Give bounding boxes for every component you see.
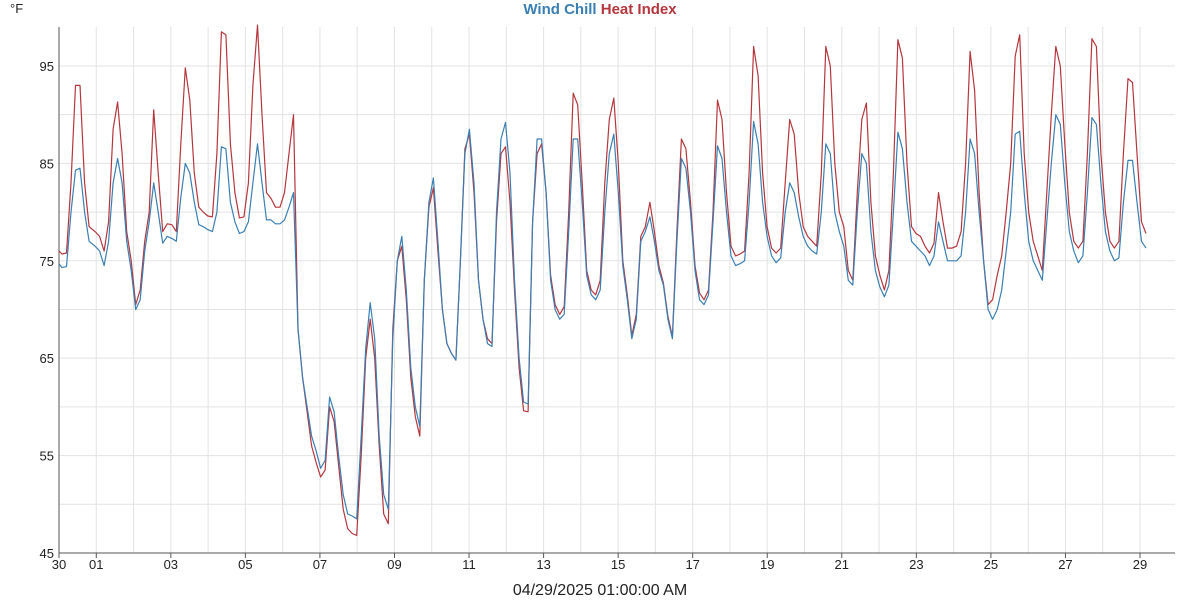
x-tick-label: 11 [462,557,476,572]
y-tick-label: 95 [40,59,54,74]
x-tick-label: 29 [1133,557,1147,572]
axes [58,27,1175,558]
legend-wind-chill: Wind Chill [523,1,597,18]
x-tick-label: 30 [52,557,66,572]
y-tick-label: 85 [40,156,54,171]
x-tick-label: 23 [909,557,923,572]
line-chart: 45 55 65 75 85 95 30 01 03 05 07 09 11 13 15 17 19 21 23 25… [40,24,1175,572]
x-tick-label: 21 [835,557,849,572]
x-tick-label: 05 [238,557,252,572]
series-line-heat-index [58,24,1147,537]
x-tick-label: 03 [164,557,178,572]
y-axis-unit-label: °F [10,1,24,16]
x-tick-label: 01 [89,557,103,572]
x-tick-label: 17 [685,557,699,572]
tick-labels: 45 55 65 75 85 95 30 01 03 05 07 09 11 13 15 17 19 21 23 25… [40,59,1148,572]
chart-title: Wind Chill Heat Index [0,0,1200,20]
series-lines [58,24,1147,537]
x-tick-label: 19 [760,557,774,572]
x-tick-label: 13 [536,557,550,572]
y-tick-label: 45 [40,546,54,561]
series-line-wind-chill [58,114,1147,520]
legend-heat-index: Heat Index [600,1,677,18]
x-tick-label: 27 [1058,557,1072,572]
y-tick-label: 65 [40,351,54,366]
x-tick-label: 25 [984,557,998,572]
timestamp-label: 04/29/2025 01:00:00 AM [512,582,688,599]
x-tick-label: 07 [313,557,327,572]
grid-lines [58,27,1175,554]
x-tick-label: 15 [611,557,625,572]
x-tick-label: 09 [387,557,401,572]
y-tick-label: 75 [40,254,54,269]
y-tick-label: 55 [40,449,54,464]
